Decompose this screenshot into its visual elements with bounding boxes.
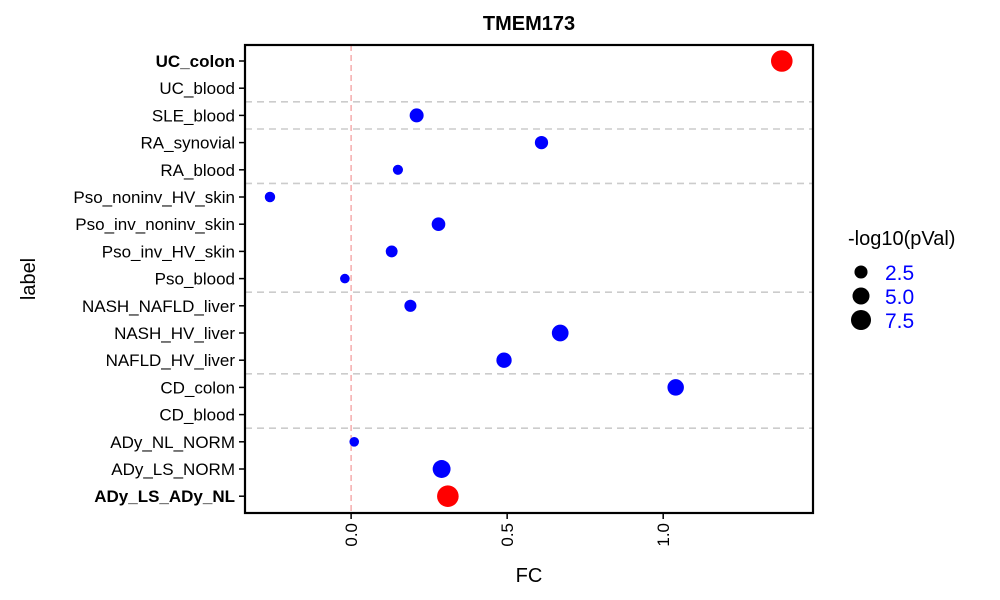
x-tick-label: 0.5 — [498, 523, 517, 547]
y-category-label: ADy_LS_NORM — [111, 460, 235, 479]
legend-entry-label: 2.5 — [885, 262, 914, 285]
legend-entry-label: 7.5 — [885, 310, 914, 333]
point-ra-synovial — [534, 135, 549, 150]
x-tick-label: 0.0 — [342, 523, 361, 547]
point-ady-ls-norm — [432, 460, 451, 478]
y-category-label: UC_colon — [156, 52, 235, 71]
point-pso-noninv-hv-skin — [264, 191, 276, 203]
y-category-label: ADy_LS_ADy_NL — [94, 487, 235, 506]
y-axis-categories: UC_colon UC_blood SLE_blood RA_synovial RA_b… — [73, 52, 245, 506]
point-uc-colon — [770, 50, 793, 72]
y-category-label: NAFLD_HV_liver — [106, 351, 236, 370]
panel-background — [245, 45, 813, 513]
y-category-label: ADy_NL_NORM — [110, 433, 235, 452]
y-axis-title: label — [18, 258, 40, 300]
legend-size-key — [854, 265, 868, 279]
point-pso-blood — [340, 273, 350, 284]
legend-entry-label: 5.0 — [885, 286, 914, 309]
y-category-label: UC_blood — [159, 79, 235, 98]
point-cd-colon — [667, 379, 684, 396]
point-pso-inv-hv-skin — [385, 245, 398, 258]
legend: -log10(pVal) 2.55.07.5 — [848, 228, 955, 333]
y-category-label: Pso_inv_noninv_skin — [75, 215, 235, 234]
legend-size-key — [852, 287, 870, 305]
y-category-label: RA_blood — [160, 161, 235, 180]
point-ady-nl-norm — [349, 437, 360, 447]
y-category-label: CD_colon — [160, 378, 235, 397]
y-category-label: CD_blood — [159, 406, 235, 425]
plot-panel — [245, 45, 813, 513]
x-axis-title: FC — [516, 565, 543, 587]
data-points — [264, 50, 793, 508]
point-nash-nafld-liver — [404, 299, 417, 312]
chart-title: TMEM173 — [483, 13, 575, 35]
y-category-label: NASH_NAFLD_liver — [82, 297, 235, 316]
y-category-label: NASH_HV_liver — [114, 324, 235, 343]
x-tick-label: 1.0 — [654, 523, 673, 547]
y-category-label: Pso_noninv_HV_skin — [73, 188, 235, 207]
y-category-label: Pso_blood — [155, 270, 235, 289]
legend-size-key — [850, 309, 872, 331]
point-ra-blood — [392, 164, 404, 175]
legend-entries: 2.55.07.5 — [850, 262, 914, 333]
point-pso-inv-noninv-skin — [431, 217, 446, 232]
point-nash-hv-liver — [551, 324, 569, 342]
point-nafld-hv-liver — [496, 352, 512, 368]
y-category-label: RA_synovial — [141, 134, 236, 153]
x-axis-ticks: 0.0 0.5 1.0 — [342, 513, 673, 547]
point-sle-blood — [409, 108, 424, 123]
y-category-label: SLE_blood — [152, 106, 235, 125]
group-separators — [245, 101, 813, 430]
point-ady-ls-ady-nl — [437, 485, 459, 508]
legend-title: -log10(pVal) — [848, 228, 955, 250]
y-category-label: Pso_inv_HV_skin — [102, 242, 235, 261]
